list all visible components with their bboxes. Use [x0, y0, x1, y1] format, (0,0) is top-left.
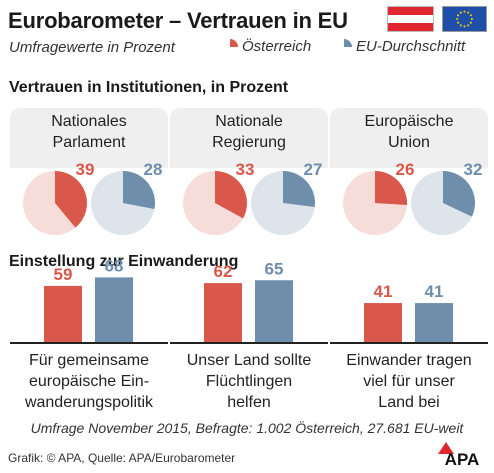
immigration-label-3: Einwander tragen viel für unser Land bei — [346, 352, 472, 411]
apa-logo-text: APA — [445, 450, 480, 468]
pie-background-austria-1 — [23, 171, 87, 235]
bar-value-label-austria-3: 41 — [374, 282, 393, 301]
pie-slice-austria-3 — [375, 171, 408, 206]
chart-subtitle: Umfragewerte in Prozent — [9, 39, 175, 56]
legend-eu-swatch — [344, 38, 352, 47]
immigration-label-1: Für gemeinsame europäische Ein- wanderun… — [24, 352, 154, 411]
eu-flag-star — [463, 10, 466, 13]
eu-flag-star — [467, 24, 470, 27]
credit: Grafik: © APA, Quelle: APA/Eurobarometer — [8, 451, 236, 465]
eu-flag-star — [457, 14, 460, 17]
pie-slice-eu-2 — [283, 171, 316, 208]
eu-flag-icon — [442, 6, 487, 32]
bar-austria-3 — [364, 303, 402, 342]
pie-background-eu-3 — [411, 171, 475, 235]
pie-background-eu-1 — [91, 171, 155, 235]
bar-value-label-eu-2: 65 — [265, 259, 284, 278]
bar-eu-1 — [95, 277, 133, 342]
institution-header-eu: Europäische Union — [330, 108, 488, 168]
chart-title: Eurobarometer – Vertrauen in EU — [8, 8, 348, 33]
bar-austria-2 — [204, 283, 242, 342]
bar-austria-1 — [44, 285, 82, 342]
institution-label-eu: Europäische Union — [364, 113, 454, 151]
bar-baseline-1 — [10, 342, 168, 344]
eu-flag-star — [459, 24, 462, 27]
eu-flag-star — [469, 14, 472, 17]
eu-flag-star — [470, 17, 473, 21]
institution-header-government: Nationale Regierung — [170, 108, 328, 168]
bar-eu-3 — [415, 303, 453, 342]
pie-background-austria-3 — [343, 171, 407, 235]
legend-austria: Österreich — [222, 38, 311, 55]
eu-flag-star — [459, 11, 462, 14]
institution-label-parliament: Nationales Parlament — [51, 113, 127, 151]
immigration-section-title: Einstellung zur Einwanderung — [9, 253, 239, 270]
institutions-section-title: Vertrauen in Institutionen, in Prozent — [9, 79, 289, 96]
institution-header-parliament: Nationales Parlament — [10, 108, 168, 168]
pie-background-austria-2 — [183, 171, 247, 235]
legend-eu: EU-Durchschnitt — [336, 38, 465, 55]
pie-slice-eu-1 — [123, 171, 155, 209]
footnote: Umfrage November 2015, Befragte: 1.002 Ö… — [30, 420, 464, 436]
bar-baseline-2 — [170, 342, 328, 344]
pie-background-eu-2 — [251, 171, 315, 235]
bar-baseline-3 — [330, 342, 488, 344]
institution-label-government: Nationale Regierung — [212, 113, 286, 151]
apa-logo-icon: APA — [438, 442, 480, 468]
eu-flag-star — [457, 21, 460, 24]
eu-flag-star — [456, 17, 459, 21]
austria-flag-icon — [387, 6, 434, 32]
bar-value-label-eu-3: 41 — [425, 282, 444, 301]
legend-eu-label: EU-Durchschnitt — [356, 38, 466, 55]
bar-eu-2 — [255, 280, 293, 342]
legend-austria-label: Österreich — [242, 38, 312, 55]
legend-austria-swatch — [230, 38, 238, 47]
eu-flag-star — [467, 11, 470, 14]
pie-slice-austria-1 — [55, 170, 88, 228]
pie-slice-eu-3 — [443, 171, 475, 217]
eu-flag-star — [463, 25, 466, 28]
eu-flag-star — [469, 21, 472, 24]
pie-slice-austria-2 — [215, 171, 248, 219]
immigration-label-2: Unser Land sollte Flüchtlingen helfen — [186, 352, 312, 411]
